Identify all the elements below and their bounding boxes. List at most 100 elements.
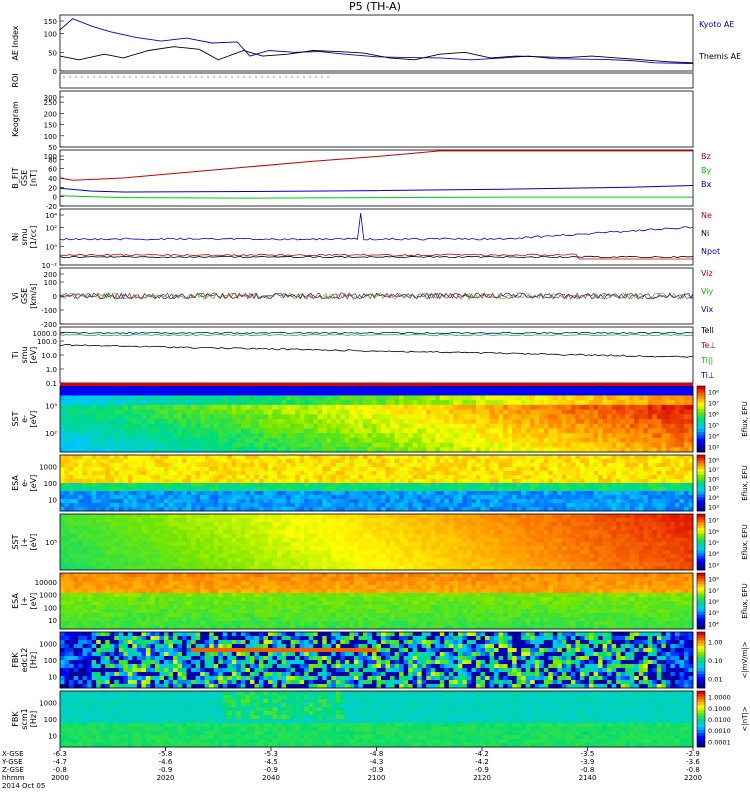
heatmap-cell [317,447,323,453]
heatmap-cell [326,404,332,410]
heatmap-cell [335,455,341,460]
heatmap-cell [159,404,165,410]
heatmap-cell [629,409,635,415]
heatmap-cell [403,475,409,480]
heatmap-cell [381,495,386,500]
heatmap-cell [489,479,495,484]
heatmap-cell [105,386,111,392]
colorbar-segment [697,457,705,461]
heatmap-cell [453,507,459,512]
heatmap-cell [96,471,102,476]
heatmap-cell [191,479,197,484]
heatmap-cell [78,467,84,472]
heatmap-cell [629,414,635,420]
heatmap-cell [267,495,273,500]
heatmap-cell [503,442,509,448]
heatmap-cell [299,507,305,512]
heatmap-cell [295,554,301,559]
heatmap-cell [82,538,88,543]
heatmap-cell [254,491,260,496]
heatmap-cell [163,495,169,500]
heatmap-cell [177,419,183,425]
heatmap-cell [236,423,242,429]
heatmap-cell [475,409,481,415]
heatmap-cell [222,428,228,434]
heatmap-cell [173,433,178,439]
heatmap-cell [281,566,287,571]
heatmap-cell [182,526,187,531]
heatmap-cell [634,487,640,492]
heatmap-cell [561,475,567,480]
heatmap-cell [73,538,79,543]
heatmap-cell [607,428,613,434]
heatmap-cell [277,507,282,512]
heatmap-cell [295,471,301,476]
heatmap-cell [213,447,219,453]
heatmap-cell [200,487,206,492]
heatmap-cell [286,400,291,406]
heatmap-cell [136,423,142,429]
heatmap-cell [552,442,558,448]
heatmap-cell [620,386,626,392]
heatmap-cell [173,530,178,535]
heatmap-cell [109,546,115,551]
heatmap-cell [263,433,269,439]
heatmap-cell [656,487,662,492]
heatmap-cell [254,463,260,468]
heatmap-cell [521,499,527,504]
heatmap-cell [231,400,237,406]
heatmap-cell [340,503,346,508]
heatmap-cell [480,414,486,420]
heatmap-cell [308,550,314,555]
heatmap-cell [159,459,165,464]
heatmap-cell [182,404,187,410]
heatmap-cell [304,442,310,448]
heatmap-cell [159,487,165,492]
heatmap-cell [507,459,513,464]
heatmap-cell [485,409,490,415]
heatmap-cell [118,437,124,443]
heatmap-cell [598,414,603,420]
heatmap-cell [249,546,255,551]
heatmap-cell [96,495,102,500]
heatmap-cell [453,471,459,476]
heatmap-cell [498,395,504,401]
ytick-label: 50 [48,144,57,152]
heatmap-cell [236,419,242,425]
heatmap-cell [281,428,287,434]
heatmap-cell [489,409,495,415]
legend-entry: Tell [700,326,714,335]
heatmap-cell [683,400,689,406]
heatmap-cell [60,414,65,420]
heatmap-cell [317,491,323,496]
heatmap-cell [286,475,291,480]
heatmap-cell [589,499,594,504]
heatmap-cell [539,503,545,508]
heatmap-cell [105,507,111,512]
heatmap-cell [552,414,558,420]
heatmap-cell [154,558,160,563]
heatmap-cell [159,542,165,547]
heatmap-cell [408,471,414,476]
heatmap-cell [109,475,115,480]
heatmap-cell [688,507,694,512]
heatmap-cell [82,404,88,410]
heatmap-cell [267,471,273,476]
heatmap-cell [209,522,215,527]
heatmap-cell [412,447,418,453]
heatmap-cell [516,483,522,488]
heatmap-cell [430,400,436,406]
heatmap-cell [371,499,377,504]
heatmap-cell [272,447,278,453]
heatmap-cell [394,386,400,392]
heatmap-cell [91,522,97,527]
heatmap-cell [182,495,187,500]
heatmap-cell [145,463,151,468]
heatmap-cell [579,463,585,468]
heatmap-cell [629,428,635,434]
heatmap-cell [82,483,88,488]
heatmap-cell [362,419,368,425]
heatmap-cell [249,459,255,464]
heatmap-cell [394,423,400,429]
heatmap-cell [494,507,499,512]
